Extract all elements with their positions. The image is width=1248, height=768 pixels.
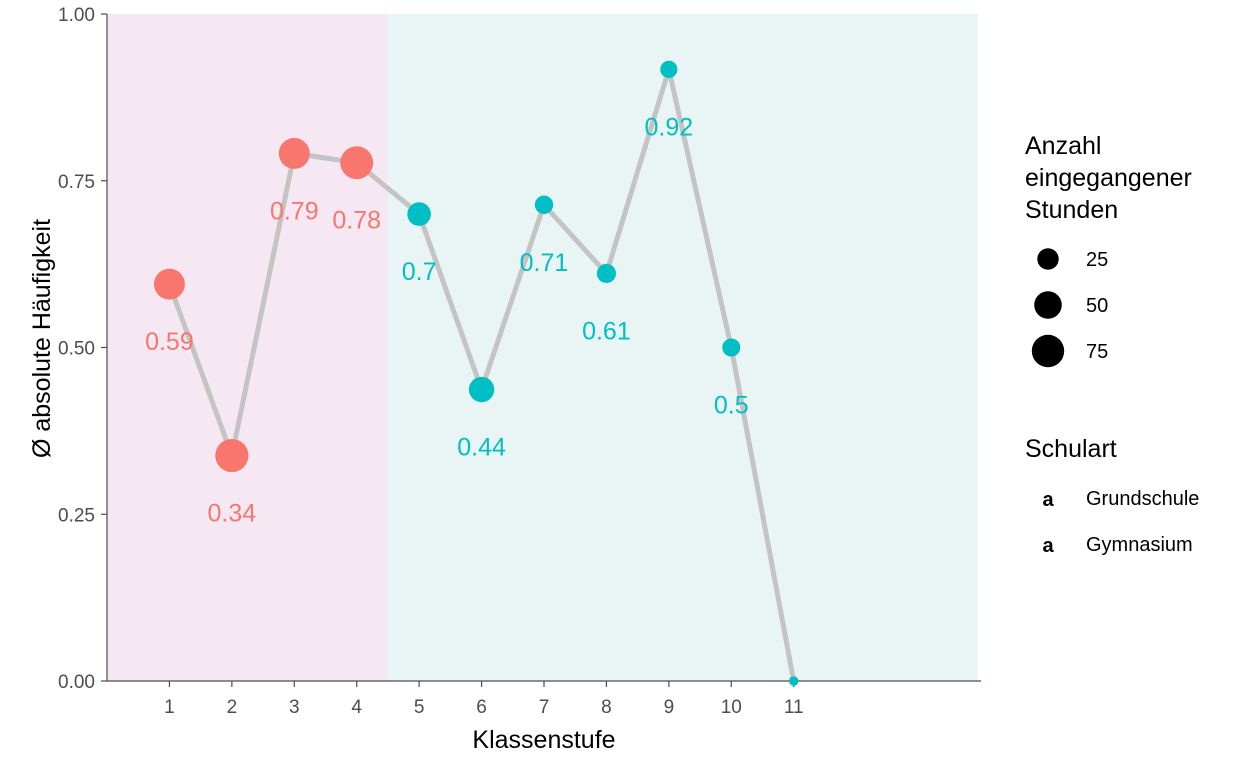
legend-size-key <box>1034 291 1062 319</box>
legend-color-title: Schulart <box>1025 435 1117 463</box>
legend-size-key <box>1037 248 1059 270</box>
y-tick-label: 0.00 <box>58 672 95 693</box>
y-tick-label: 0.75 <box>58 172 95 193</box>
data-label: 0.92 <box>645 113 694 141</box>
legend-size-title-line: eingegangener <box>1025 164 1192 192</box>
legend-color: Schulart a a Grundschule Gymnasium <box>1025 435 1199 557</box>
data-point <box>278 137 310 169</box>
x-tick-label: 3 <box>289 697 300 718</box>
legend-color-key: a <box>1042 535 1054 557</box>
data-point <box>789 676 799 686</box>
data-label: 0.34 <box>208 500 257 528</box>
x-tick-label: 1 <box>164 697 175 718</box>
data-label: 0.78 <box>332 207 381 235</box>
legend-size-label: 25 <box>1086 249 1108 271</box>
legend-size-key <box>1031 334 1065 368</box>
y-tick-label: 0.25 <box>58 505 95 526</box>
background-regions <box>107 14 978 681</box>
data-point <box>468 376 495 403</box>
data-point <box>407 202 431 226</box>
data-point <box>660 60 678 78</box>
data-labels: 0.59 0.34 0.79 0.78 0.7 0.44 0.71 0.61 0.92 0.5 <box>145 113 749 527</box>
data-point <box>153 268 185 300</box>
x-axis-title: Klassenstufe <box>472 726 615 754</box>
data-label: 0.5 <box>714 392 749 420</box>
data-label: 0.61 <box>582 317 631 345</box>
legend-color-key: a <box>1042 489 1054 511</box>
x-tick-label: 8 <box>601 697 612 718</box>
data-label: 0.7 <box>402 258 437 286</box>
legend-size-title-line: Anzahl <box>1025 132 1101 160</box>
data-label: 0.71 <box>520 249 569 277</box>
data-label: 0.59 <box>145 328 194 356</box>
x-tick-label: 2 <box>227 697 238 718</box>
data-point <box>215 438 249 473</box>
data-label: 0.44 <box>457 434 506 462</box>
legend-size-label: 50 <box>1086 295 1108 317</box>
data-point <box>596 263 616 284</box>
legend-size-title-line: Stunden <box>1025 196 1118 224</box>
x-tick-label: 9 <box>664 697 675 718</box>
legend-size-label: 75 <box>1086 341 1108 363</box>
y-tick-label: 1.00 <box>58 5 95 26</box>
x-tick-label: 5 <box>414 697 425 718</box>
data-point <box>722 338 741 357</box>
legend-color-label: Grundschule <box>1086 488 1199 510</box>
legend-size: Anzahl eingegangener Stunden 25 50 75 <box>1025 132 1192 368</box>
x-tick-label: 11 <box>784 697 804 718</box>
x-tick-label: 7 <box>539 697 550 718</box>
data-point <box>340 146 374 180</box>
legend-color-label: Gymnasium <box>1086 534 1193 556</box>
data-points <box>153 60 799 686</box>
x-tick-label: 10 <box>721 697 742 718</box>
y-axis-title: Ø absolute Häufigkeit <box>28 219 56 458</box>
x-tick-label: 6 <box>476 697 487 718</box>
y-tick-label: 0.50 <box>58 339 95 360</box>
data-point <box>534 195 554 214</box>
x-tick-label: 4 <box>351 697 362 718</box>
background-region-0 <box>107 14 388 681</box>
data-label: 0.79 <box>270 197 319 225</box>
